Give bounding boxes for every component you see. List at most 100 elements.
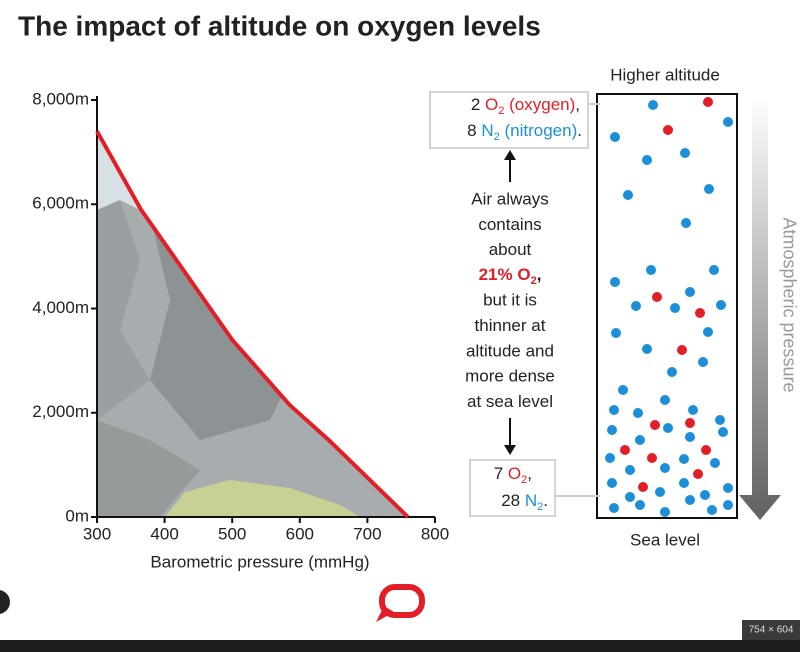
subscript: 2 [537, 501, 543, 513]
count: 28 [501, 491, 520, 510]
nitrogen-molecule [680, 148, 690, 158]
nitrogen-molecule [685, 495, 695, 505]
callout-line: 28 N2. [501, 491, 548, 512]
nitrogen-molecule [648, 100, 658, 110]
oxygen-molecule [685, 418, 695, 428]
nitrogen-molecule [685, 287, 695, 297]
arrow-head [504, 445, 516, 455]
count: 8 [467, 121, 476, 140]
callout-line: 8 N2 (nitrogen). [467, 121, 582, 145]
size-badge [742, 620, 800, 640]
nitrogen-molecule [605, 453, 615, 463]
bottom-bar [0, 640, 800, 652]
nitrogen-molecule [670, 303, 680, 313]
nitrogen-molecule [646, 265, 656, 275]
subscript: 2 [494, 131, 500, 143]
logo-tail [376, 606, 394, 622]
punctuation: , [537, 265, 542, 284]
nitrogen-molecule [631, 301, 641, 311]
y-tick-label: 6,000m [32, 194, 89, 213]
nitrogen-molecule [660, 463, 670, 473]
bottom-label: Sea level [630, 530, 700, 549]
x-tick-label: 800 [421, 524, 449, 543]
nitrogen-molecule [688, 405, 698, 415]
nitrogen-molecule [685, 432, 695, 442]
note-line: contains [478, 215, 541, 234]
element: O [485, 95, 498, 114]
mountain-illustration [97, 131, 408, 517]
nitrogen-molecule [715, 415, 725, 425]
nitrogen-molecule [610, 277, 620, 287]
chart-title: The impact of altitude on oxygen levels [18, 10, 541, 41]
oxygen-molecule [652, 292, 662, 302]
note-line: 21% O2, [479, 265, 542, 286]
oxygen-molecule [701, 445, 711, 455]
x-tick-label: 400 [150, 524, 178, 543]
side-label: Atmospheric pressure [779, 217, 799, 392]
punctuation: . [577, 121, 582, 140]
note-line: about [489, 240, 532, 259]
oxygen-molecule [677, 345, 687, 355]
molecules [605, 97, 733, 517]
element: N [525, 491, 537, 510]
element-name: (oxygen) [509, 95, 575, 114]
pressure-arrow [739, 95, 781, 520]
punctuation: , [575, 95, 580, 114]
nitrogen-molecule [642, 344, 652, 354]
note-highlight: 21% O [479, 265, 531, 284]
nitrogen-molecule [642, 155, 652, 165]
nitrogen-molecule [663, 423, 673, 433]
callout-box [469, 459, 556, 517]
element-name: (nitrogen) [505, 121, 578, 140]
punctuation: . [543, 491, 548, 510]
y-tick-label: 2,000m [32, 402, 89, 421]
oxygen-molecule [663, 125, 673, 135]
line [95, 130, 410, 519]
nitrogen-molecule [655, 487, 665, 497]
element: O [508, 464, 521, 483]
nitrogen-molecule [635, 435, 645, 445]
oxygen-molecule [647, 453, 657, 463]
y-tick-label: 4,000m [32, 298, 89, 317]
x-tick-label: 300 [83, 524, 111, 543]
nitrogen-molecule [723, 117, 733, 127]
nitrogen-molecule [704, 184, 714, 194]
punctuation: , [527, 464, 532, 483]
sky [97, 131, 260, 215]
nav-button[interactable] [0, 590, 10, 614]
nitrogen-molecule [709, 265, 719, 275]
nitrogen-molecule [698, 357, 708, 367]
top-label: Higher altitude [610, 65, 720, 84]
nitrogen-molecule [610, 132, 620, 142]
element: N [481, 121, 493, 140]
nitrogen-molecule [607, 478, 617, 488]
nitrogen-molecule [660, 507, 670, 517]
callout-line: 2 O2 (oxygen), [471, 95, 580, 119]
nitrogen-molecule [609, 503, 619, 513]
x-tick-label: 600 [286, 524, 314, 543]
nitrogen-molecule [679, 478, 689, 488]
x-tick-label: 500 [218, 524, 246, 543]
nitrogen-molecule [609, 405, 619, 415]
nitrogen-molecule [633, 408, 643, 418]
nitrogen-molecule [710, 458, 720, 468]
oxygen-molecule [693, 469, 703, 479]
note-line: Air always [471, 189, 548, 208]
oxygen-molecule [695, 308, 705, 318]
note-line: at sea level [467, 392, 553, 411]
size-badge-text: 754 × 604 [749, 625, 794, 636]
count: 7 [494, 464, 503, 483]
nitrogen-molecule [718, 427, 728, 437]
nitrogen-molecule [716, 300, 726, 310]
oxygen-molecule [638, 482, 648, 492]
nitrogen-molecule [707, 505, 717, 515]
hill [165, 480, 360, 517]
note-line: more dense [465, 367, 555, 386]
subscript: 2 [531, 275, 537, 287]
subscript: 2 [521, 474, 527, 486]
nitrogen-molecule [635, 500, 645, 510]
callout-box [429, 91, 589, 149]
nitrogen-molecule [703, 327, 713, 337]
note-line: thinner at [475, 316, 546, 335]
